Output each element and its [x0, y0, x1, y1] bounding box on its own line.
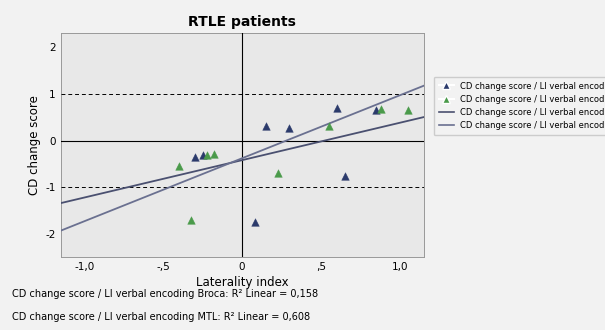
Point	[332, 105, 342, 111]
Y-axis label: CD change score: CD change score	[28, 95, 41, 195]
Point	[209, 151, 218, 156]
Legend: CD change score / LI verbal encoding Broca, CD change score / LI verbal encoding: CD change score / LI verbal encoding Bro…	[434, 77, 605, 135]
Point	[284, 125, 294, 131]
Point	[250, 220, 260, 225]
Point	[403, 108, 413, 113]
Point	[376, 106, 386, 111]
Title: RTLE patients: RTLE patients	[188, 15, 296, 29]
Point	[198, 152, 208, 157]
Point	[174, 164, 184, 169]
Point	[203, 152, 212, 157]
Point	[324, 124, 333, 129]
Text: CD change score / LI verbal encoding MTL: R² Linear = 0,608: CD change score / LI verbal encoding MTL…	[12, 312, 310, 322]
Point	[187, 217, 197, 223]
Text: CD change score / LI verbal encoding Broca: R² Linear = 0,158: CD change score / LI verbal encoding Bro…	[12, 289, 318, 299]
Point	[190, 154, 200, 159]
Point	[371, 108, 381, 113]
Point	[261, 124, 270, 129]
X-axis label: Laterality index: Laterality index	[195, 277, 289, 289]
Point	[340, 173, 350, 178]
Point	[273, 171, 283, 176]
